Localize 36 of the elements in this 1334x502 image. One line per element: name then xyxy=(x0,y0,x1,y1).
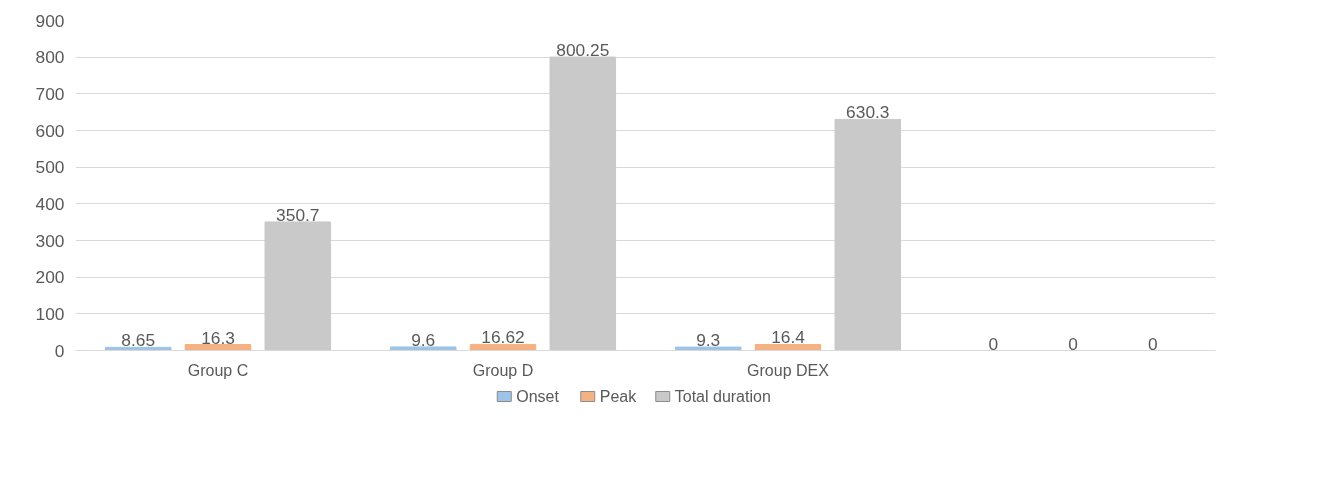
y-tick-label: 800 xyxy=(35,47,65,68)
data-label: 630.3 xyxy=(846,102,890,123)
y-tick-label: 0 xyxy=(54,340,65,361)
y-tick-label: 200 xyxy=(35,267,65,288)
legend-label: Onset xyxy=(516,388,560,405)
data-label: 0 xyxy=(988,333,999,354)
bar xyxy=(834,118,902,351)
y-tick-label: 100 xyxy=(35,303,65,324)
data-label: 16.4 xyxy=(771,327,806,348)
x-tick-label: Group D xyxy=(472,361,534,379)
data-label: 9.6 xyxy=(411,329,436,350)
y-tick-label: 500 xyxy=(35,157,65,178)
data-label: 16.62 xyxy=(481,327,525,348)
data-label: 350.7 xyxy=(276,204,320,225)
data-label: 0 xyxy=(1068,333,1078,354)
bar xyxy=(674,346,742,351)
data-label: 16.3 xyxy=(201,327,235,348)
legend-label: Total duration xyxy=(674,388,771,405)
y-tick-label: 300 xyxy=(35,230,65,251)
bar xyxy=(184,344,252,351)
data-label: 8.65 xyxy=(121,330,156,351)
legend-label: Peak xyxy=(599,388,638,405)
y-tick-label: 700 xyxy=(35,83,65,104)
y-tick-label: 400 xyxy=(35,193,65,214)
bar xyxy=(264,221,332,351)
x-tick-label: Group DEX xyxy=(747,361,830,379)
data-label: 9.3 xyxy=(696,330,721,351)
bar xyxy=(549,56,617,351)
bar xyxy=(469,343,537,351)
x-tick-label: Group C xyxy=(187,361,249,379)
y-tick-label: 600 xyxy=(35,120,65,141)
data-label: 0 xyxy=(1147,333,1158,354)
data-label: 800.25 xyxy=(556,40,610,61)
y-tick-label: 900 xyxy=(35,10,65,31)
bar xyxy=(754,343,822,351)
bar xyxy=(389,346,457,351)
